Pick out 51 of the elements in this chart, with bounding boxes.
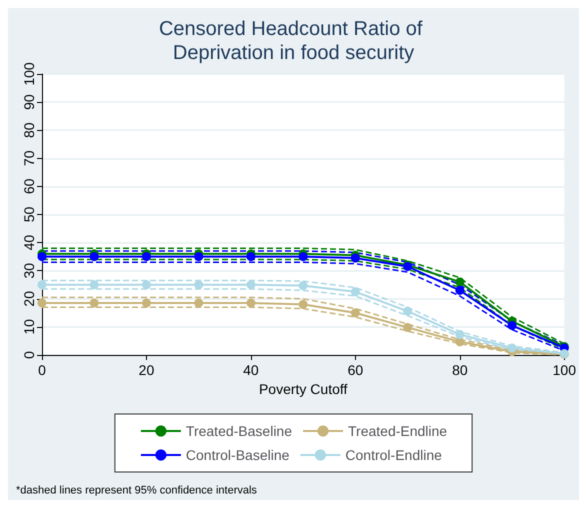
point — [508, 320, 517, 330]
point — [508, 343, 517, 352]
y-tick-label: 10 — [21, 318, 37, 335]
point — [455, 330, 464, 339]
point — [350, 308, 360, 318]
y-tick-label: 100 — [21, 62, 37, 86]
chart-title: Censored Headcount Ratio of Deprivation in food security — [158, 18, 428, 64]
legend-label: Treated-Endline — [348, 423, 448, 439]
x-tick-label: 100 — [552, 362, 576, 378]
point — [38, 298, 46, 308]
point — [298, 300, 308, 309]
point — [90, 252, 99, 262]
point — [38, 280, 46, 290]
point — [246, 252, 256, 262]
point — [246, 280, 256, 290]
y-tick-label: 40 — [21, 234, 37, 250]
point — [142, 252, 151, 262]
point — [142, 298, 151, 308]
point — [38, 252, 46, 262]
y-tick-label: 0 — [21, 350, 37, 359]
x-tick-label: 60 — [348, 362, 364, 378]
point — [403, 306, 412, 316]
x-tick-label: 80 — [452, 362, 468, 378]
point — [350, 254, 360, 263]
text: *dashed lines represent 95% confidence intervals — [16, 484, 258, 496]
point — [194, 252, 204, 262]
legend-label: Treated-Baseline — [186, 423, 292, 439]
point — [90, 298, 99, 308]
x-axis-title: Poverty Cutoff — [258, 380, 348, 397]
legend-label: Control-Endline — [345, 447, 442, 463]
point — [194, 298, 204, 308]
y-tick-label: 80 — [21, 122, 37, 138]
point — [403, 322, 412, 332]
point — [298, 252, 308, 262]
point — [455, 277, 464, 286]
point — [350, 287, 360, 296]
x-tick-label: 20 — [138, 362, 154, 378]
point — [298, 281, 308, 290]
point — [142, 280, 151, 290]
y-tick-label: 70 — [21, 150, 37, 166]
y-tick-label: 20 — [21, 290, 37, 307]
point — [455, 286, 464, 295]
y-tick-label: 50 — [21, 206, 37, 222]
y-tick-label: 60 — [21, 178, 37, 194]
y-tick-label: 30 — [21, 262, 37, 278]
point — [246, 298, 256, 308]
point — [194, 280, 204, 290]
x-tick-label: 40 — [243, 362, 259, 378]
y-tick-label: 90 — [21, 94, 37, 110]
point — [90, 280, 99, 290]
legend-label: Control-Baseline — [186, 447, 290, 463]
